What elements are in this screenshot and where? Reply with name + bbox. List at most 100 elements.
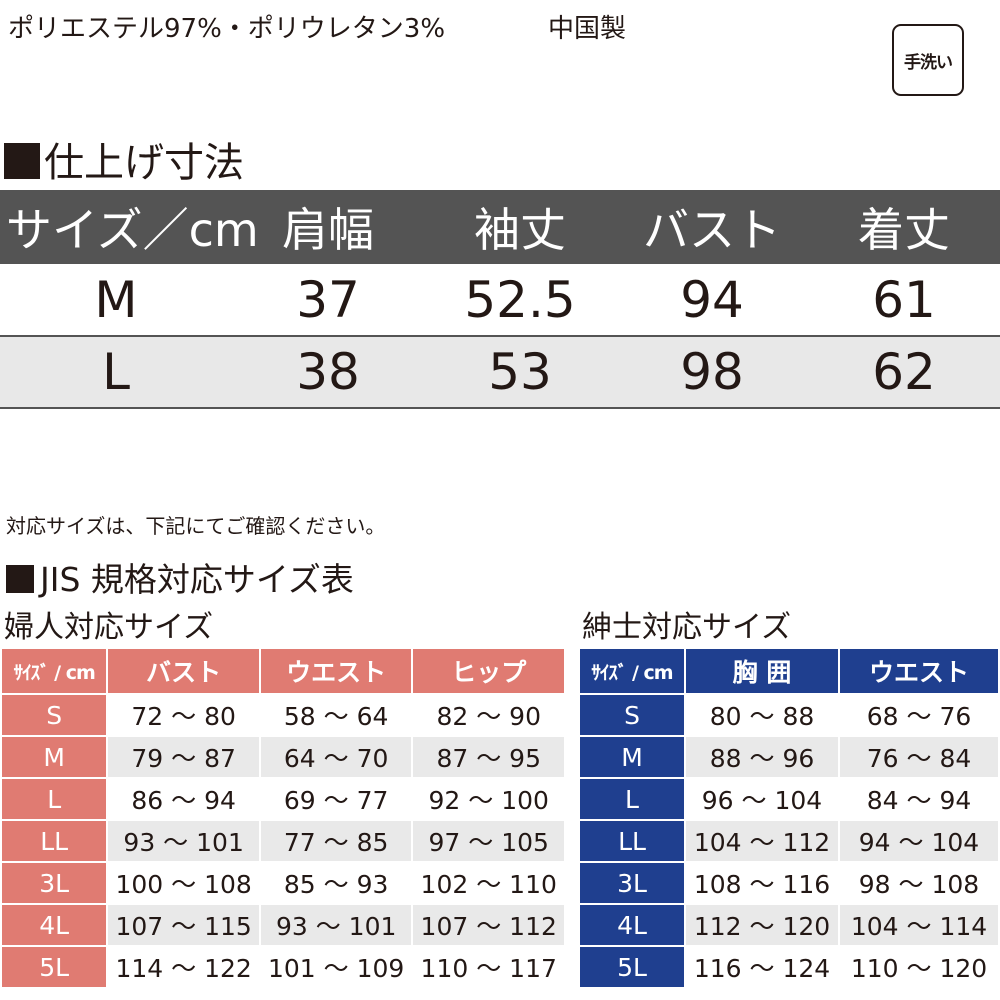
column-header: ｻｲｽﾞ / cm xyxy=(580,649,684,693)
value-cell: 94 〜 104 xyxy=(840,821,998,861)
value-cell: 107 〜 112 xyxy=(413,905,564,945)
size-cell: L xyxy=(580,779,684,819)
column-header: 着丈 xyxy=(858,203,950,257)
size-cell: LL xyxy=(2,821,107,861)
size-cell: M xyxy=(2,737,107,777)
value-cell: 53 xyxy=(424,336,616,409)
value-cell: 114 〜 122 xyxy=(115,954,252,983)
size-cell: L xyxy=(0,336,232,409)
table-header-row: ｻｲｽﾞ / cm 胸 囲 ウエスト xyxy=(580,649,998,693)
table-row: 5L 116 〜 124 110 〜 120 xyxy=(580,947,998,987)
value-cell: 100 〜 108 xyxy=(115,870,252,899)
jis-size-chart-title-text: JIS 規格対応サイズ表 xyxy=(40,560,354,599)
men-size-title: 紳士対応サイズ xyxy=(582,610,792,645)
value-cell: 58 〜 64 xyxy=(283,702,389,731)
value-cell: 110 〜 117 xyxy=(420,954,557,983)
size-cell: M xyxy=(0,264,232,337)
size-cell: 3L xyxy=(580,863,684,903)
value-cell: 116 〜 124 xyxy=(693,954,831,983)
table-row: LL 93 〜 101 77 〜 85 97 〜 105 xyxy=(2,821,564,861)
table-row: 4L 107 〜 115 93 〜 101 107 〜 112 xyxy=(2,905,564,945)
column-header: ｻｲｽﾞ / cm xyxy=(2,649,107,693)
size-cell: S xyxy=(580,695,684,735)
column-header: ウエスト xyxy=(840,649,998,693)
value-cell: 92 〜 100 xyxy=(428,786,549,815)
value-cell: 82 〜 90 xyxy=(436,702,541,731)
table-row: S 80 〜 88 68 〜 76 xyxy=(580,695,998,735)
table-row: S 72 〜 80 58 〜 64 82 〜 90 xyxy=(2,695,564,735)
hand-wash-label: 手洗い xyxy=(904,52,953,73)
value-cell: 76 〜 84 xyxy=(840,737,998,777)
column-header: バスト xyxy=(643,203,781,257)
column-header: 胸 囲 xyxy=(686,649,838,693)
table-row: LL 104 〜 112 94 〜 104 xyxy=(580,821,998,861)
column-header: バスト xyxy=(108,649,259,693)
value-cell: 93 〜 101 xyxy=(260,905,412,945)
women-size-title: 婦人対応サイズ xyxy=(4,610,214,645)
size-note: 対応サイズは、下記にてご確認ください。 xyxy=(6,514,386,538)
value-cell: 84 〜 94 xyxy=(866,786,972,815)
value-cell: 88 〜 96 xyxy=(686,737,838,777)
table-row: 3L 108 〜 116 98 〜 108 xyxy=(580,863,998,903)
value-cell: 86 〜 94 xyxy=(131,786,236,815)
value-cell: 104 〜 112 xyxy=(686,821,838,861)
table-header-row: ｻｲｽﾞ / cm バスト ウエスト ヒップ xyxy=(2,649,564,693)
value-cell: 112 〜 120 xyxy=(686,905,838,945)
table-row: M 88 〜 96 76 〜 84 xyxy=(580,737,998,777)
value-cell: 107 〜 115 xyxy=(108,905,259,945)
table-row: L 96 〜 104 84 〜 94 xyxy=(580,779,998,819)
value-cell: 85 〜 93 xyxy=(283,870,389,899)
value-cell: 68 〜 76 xyxy=(866,702,972,731)
finished-dimensions-title: 仕上げ寸法 xyxy=(4,130,244,188)
value-cell: 72 〜 80 xyxy=(131,702,236,731)
table-row: M 37 52.5 94 61 xyxy=(0,264,1000,337)
jis-size-chart-title: JIS 規格対応サイズ表 xyxy=(6,553,354,601)
size-cell: 4L xyxy=(580,905,684,945)
value-cell: 96 〜 104 xyxy=(701,786,823,815)
column-header: ウエスト xyxy=(260,649,412,693)
value-cell: 64 〜 70 xyxy=(260,737,412,777)
column-header: サイズ／cm xyxy=(6,203,259,257)
value-cell: 98 〜 108 xyxy=(858,870,980,899)
value-cell: 62 xyxy=(808,336,1000,409)
value-cell: 104 〜 114 xyxy=(840,905,998,945)
men-size-table: ｻｲｽﾞ / cm 胸 囲 ウエスト S 80 〜 88 68 〜 76 M 88 〜 … xyxy=(578,647,1000,989)
hand-wash-icon: 手洗い xyxy=(892,24,964,96)
value-cell: 80 〜 88 xyxy=(709,702,815,731)
value-cell: 94 xyxy=(616,264,808,337)
value-cell: 98 xyxy=(616,336,808,409)
value-cell: 93 〜 101 xyxy=(108,821,259,861)
value-cell: 102 〜 110 xyxy=(420,870,557,899)
women-size-table: ｻｲｽﾞ / cm バスト ウエスト ヒップ S 72 〜 80 58 〜 64 82… xyxy=(0,647,566,989)
value-cell: 97 〜 105 xyxy=(413,821,564,861)
table-row: 3L 100 〜 108 85 〜 93 102 〜 110 xyxy=(2,863,564,903)
value-cell: 101 〜 109 xyxy=(268,954,405,983)
size-cell: 5L xyxy=(2,947,107,987)
value-cell: 87 〜 95 xyxy=(413,737,564,777)
column-header: ヒップ xyxy=(413,649,564,693)
value-cell: 37 xyxy=(232,264,424,337)
value-cell: 110 〜 120 xyxy=(850,954,988,983)
size-cell: 4L xyxy=(2,905,107,945)
value-cell: 38 xyxy=(232,336,424,409)
value-cell: 69 〜 77 xyxy=(283,786,389,815)
table-row: 4L 112 〜 120 104 〜 114 xyxy=(580,905,998,945)
size-cell: 3L xyxy=(2,863,107,903)
material-text: ポリエステル97%・ポリウレタン3% xyxy=(8,14,446,44)
value-cell: 108 〜 116 xyxy=(693,870,831,899)
value-cell: 79 〜 87 xyxy=(108,737,259,777)
table-row: L 86 〜 94 69 〜 77 92 〜 100 xyxy=(2,779,564,819)
value-cell: 52.5 xyxy=(424,264,616,337)
square-bullet-icon xyxy=(4,143,40,179)
finished-dimensions-table: サイズ／cm 肩幅 袖丈 バスト 着丈 M 37 52.5 94 61 L 38… xyxy=(0,190,1000,409)
size-cell: M xyxy=(580,737,684,777)
column-header: 肩幅 xyxy=(282,203,374,257)
finished-dimensions-title-text: 仕上げ寸法 xyxy=(44,140,244,186)
table-row: 5L 114 〜 122 101 〜 109 110 〜 117 xyxy=(2,947,564,987)
size-cell: S xyxy=(2,695,107,735)
size-cell: L xyxy=(2,779,107,819)
square-bullet-icon xyxy=(6,564,34,593)
table-header-row: サイズ／cm 肩幅 袖丈 バスト 着丈 xyxy=(0,190,1000,264)
size-cell: 5L xyxy=(580,947,684,987)
column-header: 袖丈 xyxy=(474,203,566,257)
